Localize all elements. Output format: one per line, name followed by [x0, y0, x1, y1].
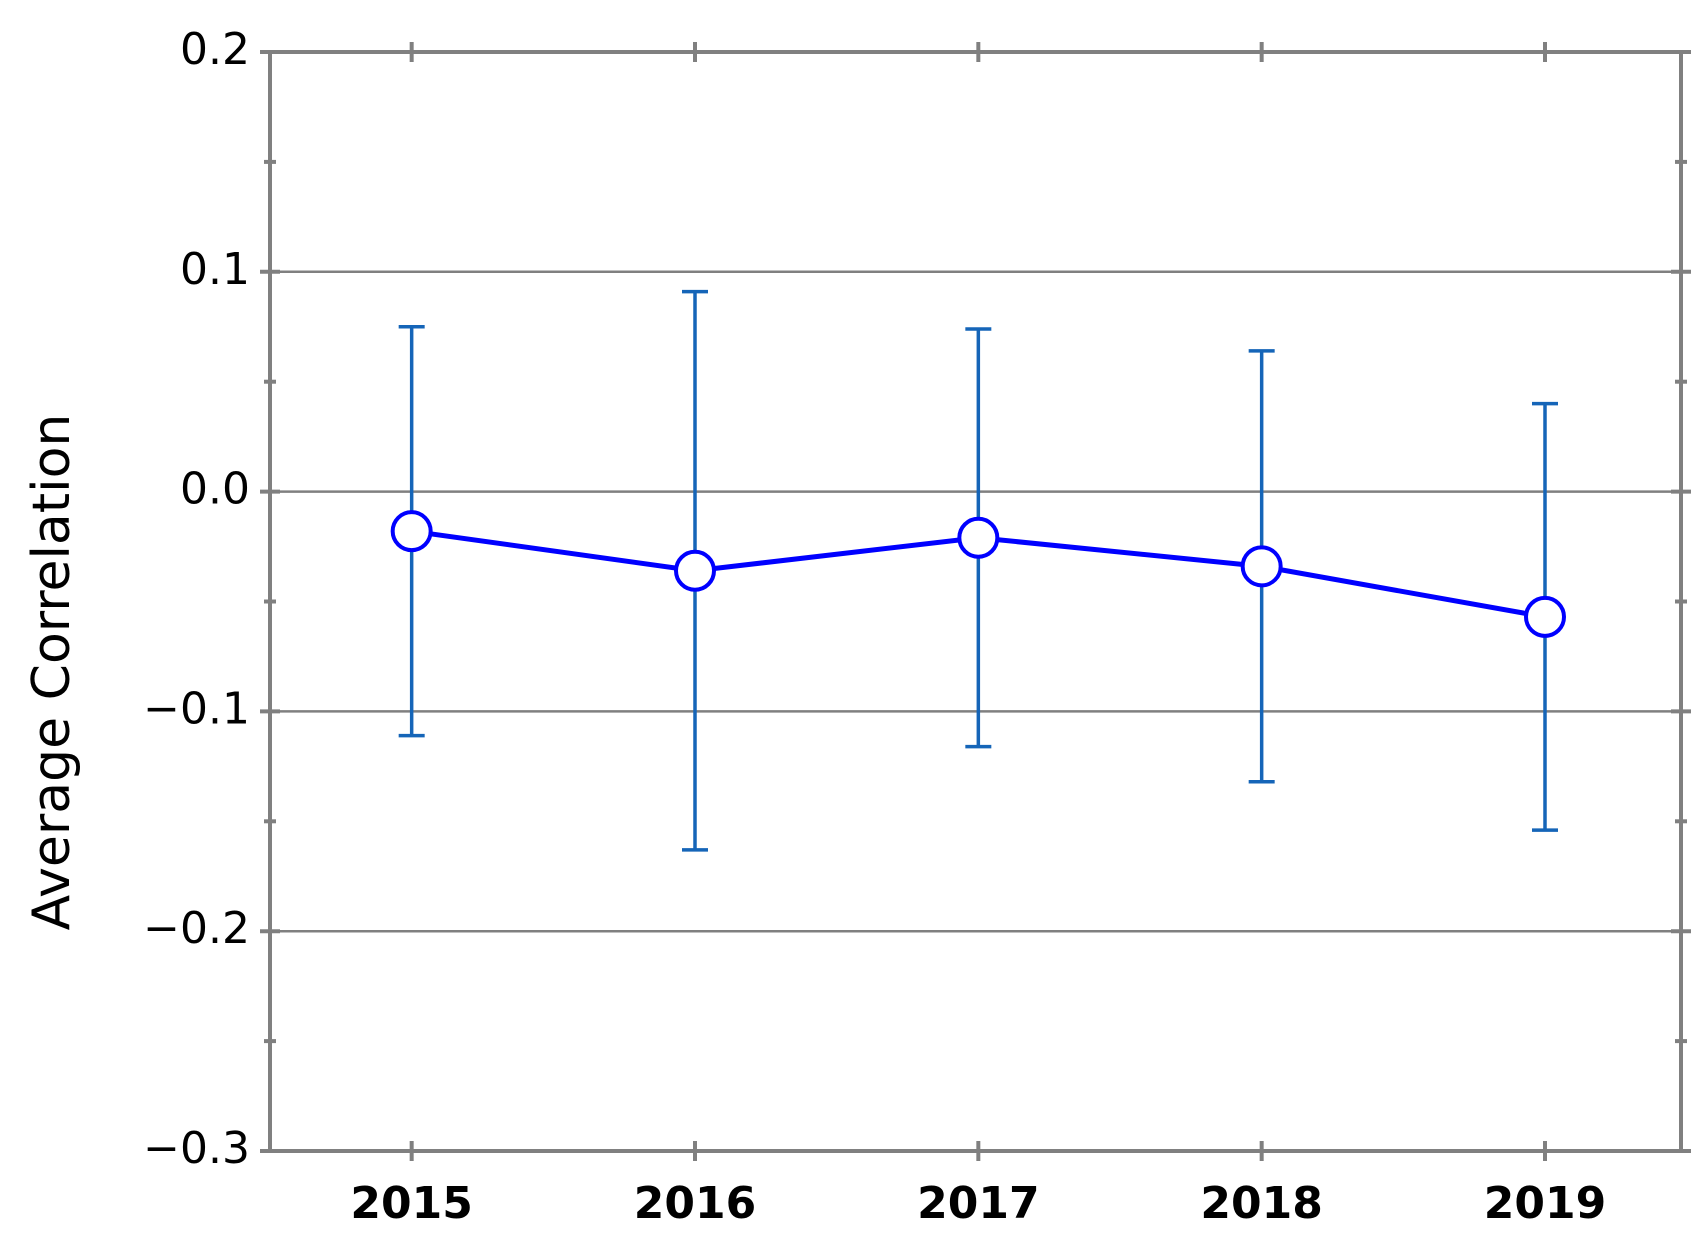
- x-tick-label: 2018: [1200, 1178, 1322, 1229]
- plot-frame: [268, 50, 1683, 1153]
- point: [674, 549, 716, 592]
- point: [957, 516, 1000, 559]
- y-tick-label: 0.1: [180, 244, 250, 295]
- x-tick-label: 2017: [917, 1178, 1039, 1229]
- y-tick-label: −0.3: [143, 1123, 250, 1174]
- x-tick-label: 2016: [634, 1178, 756, 1229]
- point: [1240, 545, 1283, 588]
- x-tick-label: 2015: [350, 1178, 472, 1229]
- y-tick-label: −0.1: [143, 683, 250, 734]
- point: [1524, 595, 1566, 638]
- y-tick-label: 0.0: [180, 464, 250, 515]
- y-axis-label: Average Correlation: [22, 414, 82, 931]
- y-tick-label: −0.2: [143, 903, 250, 954]
- point: [390, 510, 433, 553]
- x-tick-label: 2019: [1484, 1178, 1606, 1229]
- y-tick-label: 0.2: [180, 24, 250, 75]
